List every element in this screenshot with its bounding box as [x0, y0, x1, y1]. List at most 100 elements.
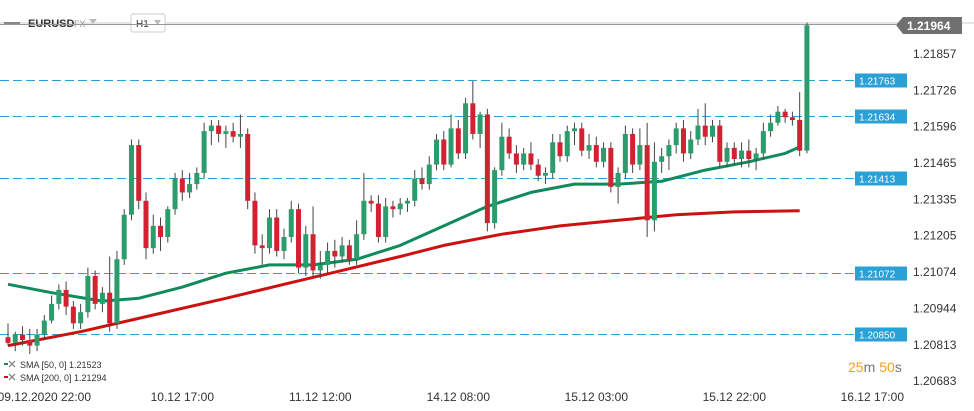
candle: [484, 108, 490, 232]
candle-body: [695, 125, 701, 140]
candle-body: [579, 128, 585, 151]
candle: [274, 209, 280, 257]
candle: [622, 125, 628, 179]
candle: [688, 131, 694, 160]
candle: [150, 214, 156, 254]
candle: [637, 128, 643, 171]
candle: [223, 125, 229, 148]
candle: [782, 108, 788, 123]
candle-body: [158, 225, 164, 237]
candle-body: [281, 236, 287, 251]
candle-body: [70, 306, 76, 324]
candle: [426, 156, 432, 190]
candle-body: [797, 120, 803, 151]
candle-body: [782, 111, 788, 118]
symbol-dropdown-icon[interactable]: [89, 19, 97, 24]
candle-body: [477, 114, 483, 134]
candle-body: [49, 303, 55, 321]
candle: [579, 122, 585, 157]
candle-body: [463, 103, 469, 154]
candle: [165, 206, 171, 243]
candle: [143, 192, 149, 260]
candles: [5, 22, 810, 354]
candle-body: [404, 200, 410, 204]
candle-body: [608, 147, 614, 187]
candle: [550, 133, 556, 179]
horizontal-levels: 1.21763 1.21634 1.21413 1.21072 1.20850: [0, 24, 907, 342]
candle: [419, 167, 425, 190]
candle: [5, 323, 11, 346]
candle-body: [41, 320, 47, 335]
candle: [535, 159, 541, 182]
candle-body: [426, 164, 432, 185]
candle-body: [237, 133, 243, 137]
candle-body: [717, 125, 723, 162]
candle: [615, 167, 621, 204]
candle-body: [56, 289, 62, 304]
candle: [296, 203, 302, 274]
candle-body: [441, 139, 447, 165]
candle: [339, 236, 345, 263]
candle-body: [317, 264, 323, 271]
candle: [78, 303, 84, 329]
candle-body: [789, 117, 795, 121]
candle: [702, 103, 708, 146]
y-tick-label: 1.21205: [913, 229, 957, 243]
y-tick-label: 1.21465: [913, 156, 957, 170]
candle-body: [804, 25, 810, 151]
candle: [804, 22, 810, 154]
candle-body: [383, 206, 389, 237]
candle-body: [107, 292, 113, 324]
candle: [136, 139, 142, 210]
chevron-down-icon: [154, 20, 161, 25]
x-tick-label: 16.12 17:00: [841, 390, 905, 404]
candle: [601, 142, 607, 168]
candle-body: [731, 147, 737, 160]
candle: [12, 331, 18, 352]
candle: [557, 133, 563, 162]
candle-body: [680, 128, 686, 154]
candle-body: [746, 150, 752, 160]
candle: [470, 81, 476, 140]
candle-body: [346, 245, 352, 260]
candle-body: [12, 334, 18, 343]
candle-body: [768, 122, 774, 132]
sma50-line: [7, 145, 801, 303]
candle: [455, 120, 461, 160]
candle: [666, 139, 672, 171]
candle: [237, 114, 243, 148]
close-icon[interactable]: [8, 360, 16, 368]
candle: [317, 250, 323, 279]
candle: [375, 195, 381, 243]
candle: [397, 198, 403, 215]
candle-body: [216, 125, 222, 134]
candle-body: [201, 131, 207, 173]
candle-body: [136, 145, 142, 201]
candle-body: [288, 209, 294, 237]
countdown-minutes-unit: m: [864, 359, 876, 375]
legend: SMA [50, 0] 1.21523 SMA [200, 0] 1.21294: [4, 360, 107, 383]
candle: [390, 200, 396, 218]
level-tag: [855, 266, 907, 281]
candle: [41, 314, 47, 341]
candle: [70, 301, 76, 329]
candle: [179, 170, 185, 201]
candle-body: [128, 145, 134, 215]
candle: [659, 147, 665, 173]
candle-body: [702, 125, 708, 137]
candle-body: [455, 128, 461, 154]
candle-body: [528, 153, 534, 165]
candle-body: [252, 200, 258, 246]
y-axis: 1.21857 1.21726 1.21596 1.21465 1.21335 1.212…: [913, 47, 957, 388]
candle-body: [34, 334, 40, 346]
candle-body: [557, 142, 563, 157]
candle-body: [622, 133, 628, 173]
close-icon[interactable]: [8, 373, 16, 381]
candle: [710, 120, 716, 143]
candle: [477, 111, 483, 148]
timeframe-selector[interactable]: H1: [130, 13, 166, 33]
candle: [63, 281, 69, 315]
candle-body: [27, 340, 33, 346]
y-tick-label: 1.20683: [913, 374, 957, 388]
